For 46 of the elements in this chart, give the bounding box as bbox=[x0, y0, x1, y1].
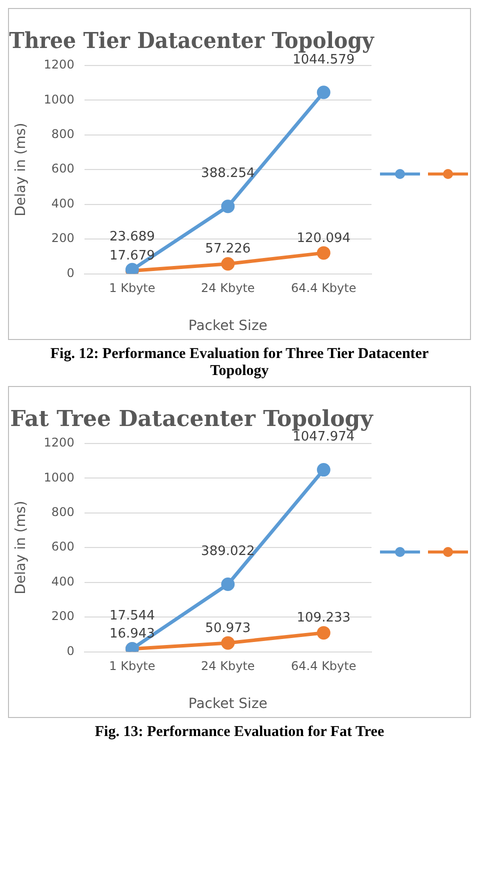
y-tick-label: 1000 bbox=[44, 470, 74, 484]
x-tick-label: 64.4 Kbyte bbox=[291, 659, 356, 674]
data-label: 120.094 bbox=[296, 230, 351, 246]
data-label: 109.233 bbox=[296, 610, 351, 626]
data-label: 388.254 bbox=[201, 166, 255, 182]
data-label: 1044.579 bbox=[292, 52, 355, 68]
point bbox=[316, 246, 330, 260]
point bbox=[316, 463, 330, 477]
point bbox=[316, 86, 330, 100]
point bbox=[316, 626, 330, 640]
data-label: 1047.974 bbox=[292, 430, 355, 445]
chart-title: Fat Tree Datacenter Topology bbox=[10, 406, 374, 432]
y-tick-label: 600 bbox=[51, 540, 74, 554]
point bbox=[221, 200, 235, 214]
data-label: 17.544 bbox=[109, 608, 155, 624]
x-axis-title: Packet Size bbox=[188, 696, 268, 712]
x-tick-label: 24 Kbyte bbox=[201, 659, 255, 674]
x-tick-label: 24 Kbyte bbox=[201, 281, 255, 296]
y-tick-label: 1000 bbox=[44, 92, 74, 106]
data-label: 50.973 bbox=[205, 620, 251, 636]
y-axis-title: Delay in (ms) bbox=[13, 122, 30, 216]
x-tick-label: 1 Kbyte bbox=[109, 281, 156, 296]
y-tick-label: 0 bbox=[66, 266, 74, 280]
x-tick-label: 1 Kbyte bbox=[109, 659, 156, 674]
y-tick-label: 400 bbox=[51, 574, 74, 588]
point bbox=[221, 577, 235, 591]
y-tick-label: 200 bbox=[51, 609, 74, 624]
point bbox=[221, 636, 235, 650]
y-tick-label: 1200 bbox=[44, 58, 74, 72]
y-axis-title: Delay in (ms) bbox=[13, 500, 30, 594]
x-tick-label: 64.4 Kbyte bbox=[291, 281, 356, 296]
data-label: 23.689 bbox=[109, 230, 155, 245]
y-tick-label: 800 bbox=[51, 504, 74, 519]
point bbox=[221, 257, 235, 271]
y-tick-label: 600 bbox=[51, 162, 74, 176]
y-tick-label: 400 bbox=[51, 196, 74, 210]
y-tick-label: 200 bbox=[51, 231, 74, 246]
caption: Fig. 12: Performance Evaluation for Three Tier Datacenter Topology bbox=[49, 346, 430, 380]
data-label: 389.022 bbox=[201, 544, 255, 560]
chart-title: Three Tier Datacenter Topology bbox=[9, 28, 375, 54]
y-tick-label: 800 bbox=[51, 126, 74, 141]
y-tick-label: 1200 bbox=[44, 436, 74, 450]
y-tick-label: 0 bbox=[66, 644, 74, 658]
caption: Fig. 13: Performance Evaluation for Fat Tree bbox=[94, 724, 386, 741]
x-axis-title: Packet Size bbox=[188, 318, 268, 334]
data-label: 57.226 bbox=[205, 242, 251, 257]
